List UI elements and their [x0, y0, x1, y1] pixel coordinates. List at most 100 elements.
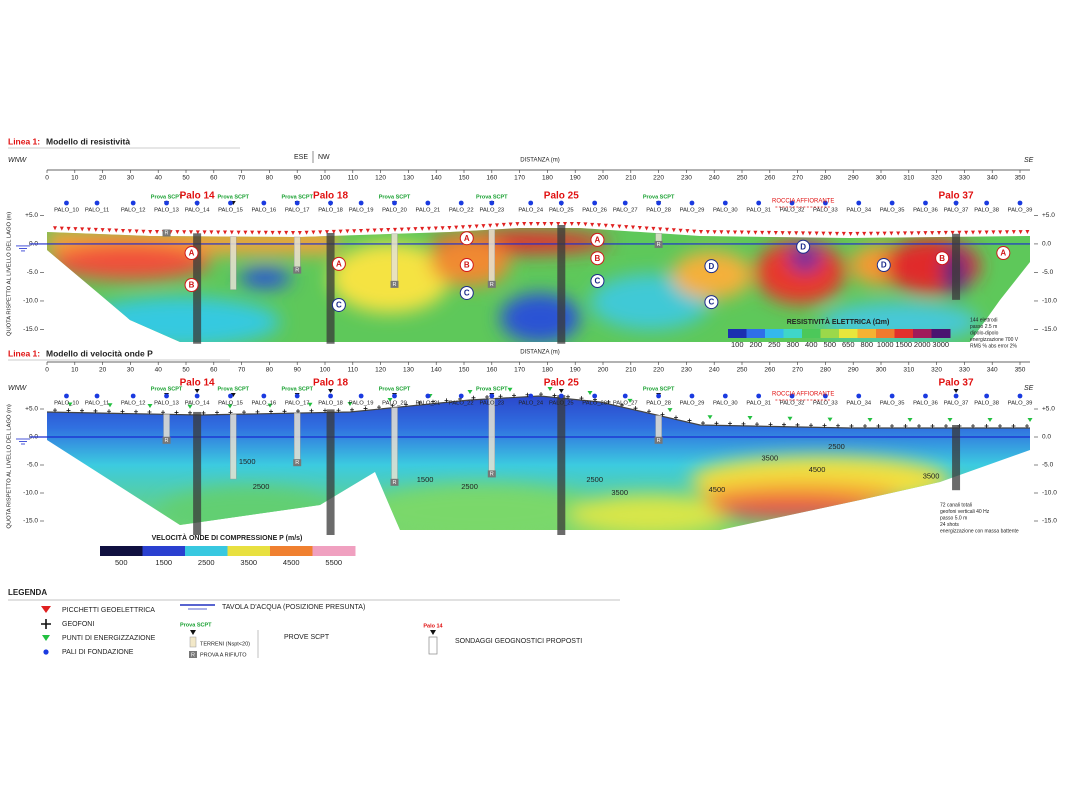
x-tick-label: 280: [820, 367, 831, 374]
x-tick-label: 130: [403, 175, 414, 182]
panel-title: Modello di resistività: [46, 136, 130, 146]
geophone: [404, 402, 408, 407]
geophone: [228, 410, 233, 415]
electrode: [746, 230, 751, 235]
acquisition-note: passo 2.5 m: [970, 324, 997, 330]
scpt-bar: [163, 414, 170, 441]
x-tick-label: 200: [598, 367, 609, 374]
pile-label: PALO_32: [780, 208, 805, 214]
x-tick-label: 90: [294, 367, 302, 374]
y-tick-label: 0.0: [1042, 434, 1051, 441]
electrode: [461, 225, 465, 230]
refusal-mark: R: [490, 282, 494, 288]
shot-point: [907, 418, 913, 422]
legend: LEGENDA PICCHETTI GEOELETTRICA GEOFONI P…: [8, 588, 620, 658]
electrode: [665, 227, 669, 232]
borehole: [952, 233, 961, 300]
highlighted-pile-marker: [194, 389, 200, 393]
pile-label: PALO_39: [1008, 208, 1033, 214]
x-tick-label: 20: [99, 367, 107, 374]
electrode: [977, 230, 982, 235]
electrode: [631, 225, 635, 230]
geophone: [809, 423, 813, 428]
electrode: [903, 231, 907, 236]
contour-label: 2500: [253, 482, 270, 491]
field-blob: [672, 251, 752, 299]
pile: [94, 393, 100, 399]
pile-label: PALO_38: [974, 401, 999, 407]
x-tick-label: 40: [155, 175, 163, 182]
electrode: [726, 230, 731, 235]
electrode: [773, 231, 778, 236]
electrode: [495, 223, 499, 228]
x-tick-label: 80: [266, 175, 274, 182]
geophone: [134, 409, 138, 414]
geophone: [579, 396, 584, 401]
electrode: [576, 222, 581, 226]
highlighted-pile-marker: [558, 389, 564, 393]
electrode: [549, 222, 554, 226]
shot-point: [667, 408, 673, 413]
electrode: [331, 229, 336, 234]
electrode: [216, 230, 221, 235]
scpt-bar: [294, 412, 301, 463]
zone-marker: [590, 251, 605, 266]
scpt-label: Prova SCPT: [476, 194, 508, 200]
zone-label: B: [189, 281, 195, 290]
shot-point: [267, 403, 273, 408]
pile: [592, 393, 598, 399]
electrode: [127, 229, 132, 234]
geophone: [755, 422, 759, 427]
refusal-box: [293, 459, 302, 467]
electrode: [1005, 230, 1009, 235]
zone-label: C: [336, 301, 342, 310]
pile-label: PALO_16: [251, 208, 276, 214]
pile: [528, 200, 534, 206]
geophone: [255, 409, 260, 414]
pile: [358, 393, 364, 399]
geophone: [863, 424, 867, 428]
pile-label: PALO_30: [713, 208, 738, 214]
y-axis-label: QUOTA RISPETTO AL LIVELLO DEL LAGO (m): [7, 212, 13, 336]
pile: [856, 200, 862, 206]
geophone: [201, 410, 206, 415]
pile: [164, 393, 169, 399]
electrode: [345, 229, 350, 234]
contour-label: 4500: [809, 465, 826, 474]
electrode: [814, 231, 819, 236]
x-tick-label: 350: [1015, 367, 1026, 374]
shot-point: [67, 402, 73, 407]
geophone: [512, 393, 516, 398]
electrode: [889, 231, 894, 236]
electrode: [855, 231, 860, 236]
x-tick-label: 160: [486, 367, 497, 374]
shot-point: [787, 416, 793, 421]
electrode: [610, 224, 615, 229]
electrode: [413, 227, 418, 232]
electrode: [223, 230, 227, 235]
electrode: [787, 231, 792, 236]
x-tick-label: 220: [653, 175, 664, 182]
pile: [622, 393, 628, 399]
electrode: [93, 227, 98, 232]
y-tick-label: -10.0: [23, 298, 38, 305]
panel: Linea 1: Modello di resistività DISTANZA (…: [7, 136, 1058, 349]
geophone: [471, 395, 476, 400]
electrode: [617, 224, 622, 229]
shot-point: [347, 402, 353, 406]
pile-label: PALO_17: [285, 401, 310, 407]
y-tick-label: +5.0: [1042, 212, 1055, 219]
electrode: [964, 230, 969, 235]
electrode: [318, 230, 323, 235]
contour-label: 1500: [239, 457, 256, 466]
electrode: [114, 228, 119, 233]
pile-label: PALO_34: [846, 208, 871, 214]
electrode: [515, 222, 520, 227]
electrode: [739, 230, 744, 235]
pile: [923, 200, 928, 206]
field-blob: [330, 243, 450, 313]
pile-label: PALO_14: [185, 401, 210, 407]
x-tick-label: 290: [848, 367, 859, 374]
shot-point: [987, 418, 993, 422]
electrode: [406, 227, 411, 232]
